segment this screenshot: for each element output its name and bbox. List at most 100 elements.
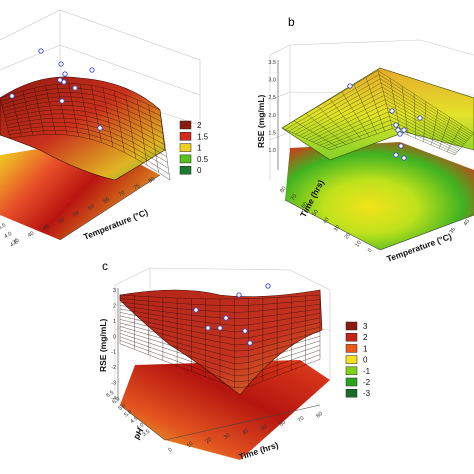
panel-a-legend-swatch	[179, 120, 192, 130]
panel-c-legend-label: 2	[363, 333, 368, 342]
panel-a-design-point	[38, 48, 44, 54]
panel-a-y-tick-label: 4.0	[3, 231, 13, 240]
panel-b-design-point	[347, 83, 353, 89]
panel-c-legend-label: -3	[363, 389, 371, 398]
panel-c-x-tick-label: 10	[186, 441, 195, 450]
panel-a-legend-swatch	[179, 143, 192, 152]
panel-a-x-tick-label: 75	[133, 183, 141, 191]
panel-a-legend: 2 1.5 1 0.5 0	[179, 120, 209, 175]
panel-a-y-axis: 3.54.04.5	[0, 223, 19, 249]
panel-c-y-tick-label: 4.5	[129, 416, 139, 425]
panel-a-design-points	[9, 48, 103, 131]
panel-c-legend-label: 3	[363, 322, 368, 331]
panel-c-y-tick-label: 5.5	[117, 403, 127, 412]
panel-b-z-tick-label: 1.5	[268, 130, 276, 136]
panel-c-z-tick-label: 0	[113, 334, 116, 340]
panel-a-legend-label: 2	[197, 121, 202, 130]
panel-a-x-tick-label: 50	[57, 217, 65, 225]
panel-a-legend-label: 0.5	[197, 155, 209, 164]
panel-b-y-tick-label: 70	[290, 194, 298, 202]
panel-c-y-tick-label: 5.0	[123, 409, 133, 418]
panel-c-z-tick-label: -4	[111, 396, 116, 402]
panel-c-y-tick-label: 3.5	[141, 429, 151, 438]
panel-b-design-point	[401, 127, 407, 133]
panel-a-design-point	[62, 71, 68, 77]
panel-c-y-axis-label: pH	[131, 426, 145, 441]
panel-c-y-tick-label: 4.0	[135, 422, 145, 431]
panel-c-z-tick-label: 1	[113, 319, 116, 325]
panel-c-z-axis: 3 2 1 0 -1 -2 -3 -4 RSE (mg/mL)	[98, 288, 119, 402]
panel-c-label: c	[102, 259, 108, 273]
panel-a-design-point	[61, 79, 67, 85]
panel-b-y-tick-label: 60	[301, 201, 309, 209]
panel-a-design-point	[59, 98, 65, 104]
panel-a-legend-label: 1.5	[197, 132, 209, 141]
panel-a-design-point	[72, 85, 78, 91]
panel-b-floor	[285, 142, 474, 250]
panel-c-legend-swatch	[345, 377, 358, 387]
panel-a-legend-swatch	[179, 132, 192, 141]
panel-b-z-tick-label: 3.0	[268, 78, 276, 84]
panel-b: b 1.0 1.5 2.0 2.5 3.0 3.5 RSE (mg/mL) 8070605…	[256, 15, 474, 264]
panel-b-z-tick-label: 2.5	[268, 95, 276, 101]
panel-c-x-tick-label: 60	[278, 419, 287, 428]
panel-a-x-tick-label: 35	[12, 237, 20, 245]
panel-c-design-point	[193, 307, 199, 313]
panel-b-x-tick-label: 40	[463, 219, 471, 227]
panel-b-design-point	[397, 131, 403, 137]
panel-c-legend-label: 0	[363, 356, 368, 365]
panel-b-mesh	[281, 70, 474, 156]
panel-c-design-point	[217, 325, 223, 331]
panel-b-z-tick-label: 3.5	[268, 60, 276, 66]
panel-c-x-tick-label: 0	[167, 447, 173, 454]
panel-c-legend: 3 2 1 0 -1 -2 -3	[345, 321, 371, 398]
panel-a-design-point	[97, 125, 103, 131]
panel-a-legend-label: 1	[197, 144, 202, 153]
panel-c-legend-swatch	[345, 388, 358, 398]
panel-c-x-tick-label: 80	[315, 411, 324, 420]
panel-a-x-tick-label: 55	[72, 210, 80, 218]
panel-a-x-tick-label: 45	[42, 224, 50, 232]
panel-a-design-point	[89, 67, 95, 73]
panel-b-y-tick-label: 20	[344, 232, 352, 240]
panel-c-z-tick-label: 3	[113, 288, 116, 294]
panel-c-legend-label: 1	[363, 344, 368, 353]
panel-b-z-axis: 1.0 1.5 2.0 2.5 3.0 3.5 RSE (mg/mL)	[256, 60, 279, 170]
panel-c-design-point	[236, 292, 242, 298]
panel-c-legend-label: -2	[363, 378, 371, 387]
panel-b-design-point	[393, 122, 399, 128]
panel-c-legend-label: -1	[363, 367, 371, 376]
panel-c-design-point	[205, 325, 211, 331]
panel-c-y-tick-label: 6.0	[111, 396, 121, 405]
panel-b-y-tick-label: 80	[279, 186, 287, 194]
panel-a-legend-swatch	[179, 165, 192, 175]
panel-c-z-tick-label: -1	[111, 350, 116, 356]
panel-a-design-point	[57, 77, 63, 83]
panel-a-design-point	[9, 93, 15, 99]
panel-c-x-tick-label: 30	[223, 432, 232, 441]
panel-c-y-tick-label: 6.5	[105, 390, 115, 399]
panel-b-z-axis-label: RSE (mg/mL)	[256, 94, 266, 148]
panel-a-x-tick-label: 65	[103, 197, 111, 205]
panel-c-z-tick-label: 2	[113, 303, 116, 309]
panel-c-design-point	[265, 283, 271, 289]
panel-a-surface	[0, 76, 166, 181]
panel-a-x-tick-label: 80	[148, 176, 156, 184]
panel-b-y-tick-label: 10	[355, 240, 363, 248]
panel-c-x-tick-label: 50	[260, 424, 269, 433]
panel-b-z-tick-label: 2.0	[268, 113, 276, 119]
panel-a-y-tick-label: 3.5	[0, 223, 7, 232]
panel-a-mesh	[0, 83, 171, 181]
panel-b-design-point	[398, 143, 404, 149]
panel-a-x-tick-label: 60	[87, 203, 95, 211]
panel-b-label: b	[288, 15, 295, 29]
panel-c-x-tick-label: 40	[241, 428, 250, 437]
panel-b-design-point	[401, 155, 407, 161]
panel-c-z-tick-label: -3	[111, 381, 116, 387]
panel-c-legend-swatch	[345, 366, 358, 376]
panel-c-x-tick-label: 20	[204, 436, 213, 445]
panel-c-x-tick-label: 70	[297, 415, 306, 424]
panel-b-y-tick-label: 40	[322, 217, 330, 225]
panel-b-design-points	[347, 83, 423, 161]
